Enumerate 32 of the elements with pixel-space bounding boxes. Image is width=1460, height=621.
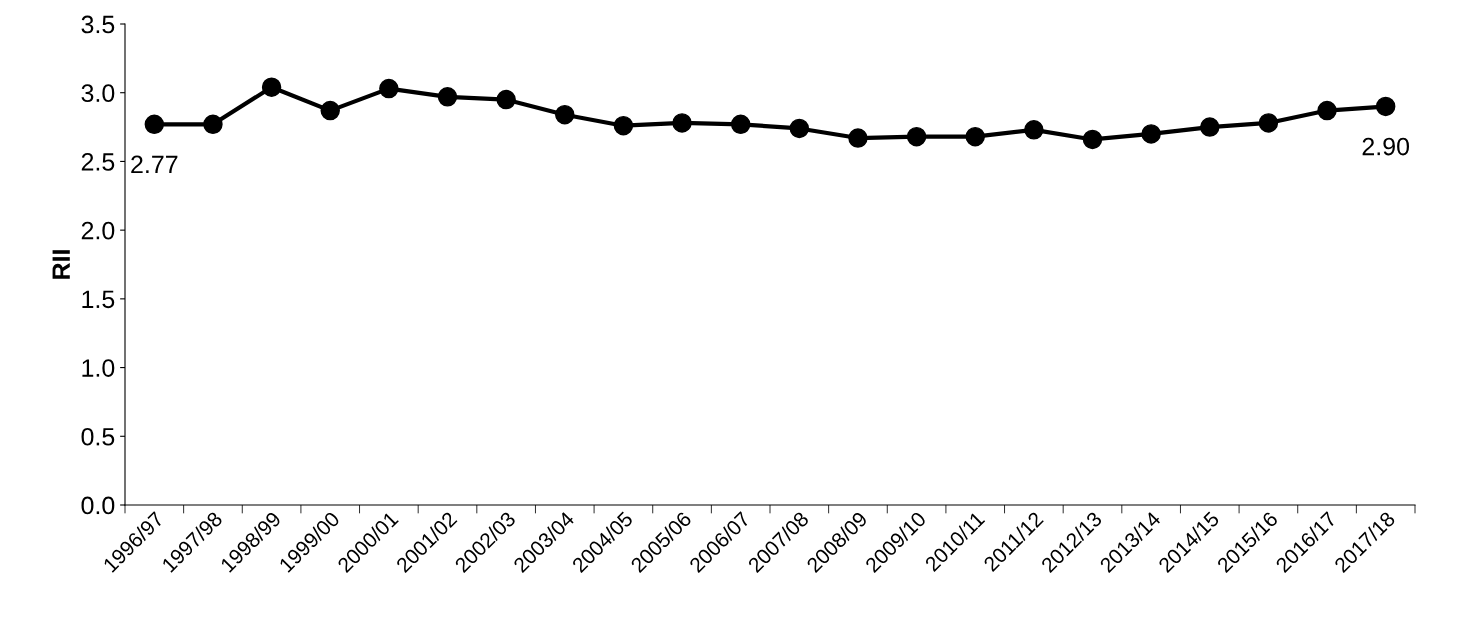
point [496, 89, 516, 110]
y-tick-label: 1.0 [82, 359, 115, 377]
y-tick-label: 1.5 [82, 290, 115, 309]
point [789, 118, 810, 139]
y-axis-title: RII [52, 250, 70, 279]
y-tick-label: 0.5 [81, 427, 115, 446]
point [1200, 117, 1220, 137]
point [1317, 100, 1337, 121]
data-label: 2.77 [131, 155, 178, 173]
point [1375, 96, 1396, 117]
y-tick-label: 2.0 [81, 221, 115, 240]
point [730, 114, 751, 135]
point [203, 114, 223, 135]
point [965, 126, 985, 147]
point [1258, 113, 1279, 133]
y-tick-label: 2.5 [81, 153, 115, 171]
point [555, 104, 575, 125]
point [261, 77, 282, 97]
point [320, 100, 340, 121]
point [1024, 120, 1044, 140]
y-tick-label: 3.5 [81, 15, 115, 34]
point [379, 78, 399, 99]
point [613, 115, 634, 136]
point [1082, 129, 1103, 150]
point [848, 128, 868, 148]
point [906, 126, 927, 147]
point [1141, 124, 1161, 144]
y-tick-label: 3.0 [81, 84, 115, 103]
point [144, 114, 165, 135]
point [672, 113, 692, 133]
point [437, 87, 458, 107]
data-label: 2.90 [1362, 137, 1410, 156]
